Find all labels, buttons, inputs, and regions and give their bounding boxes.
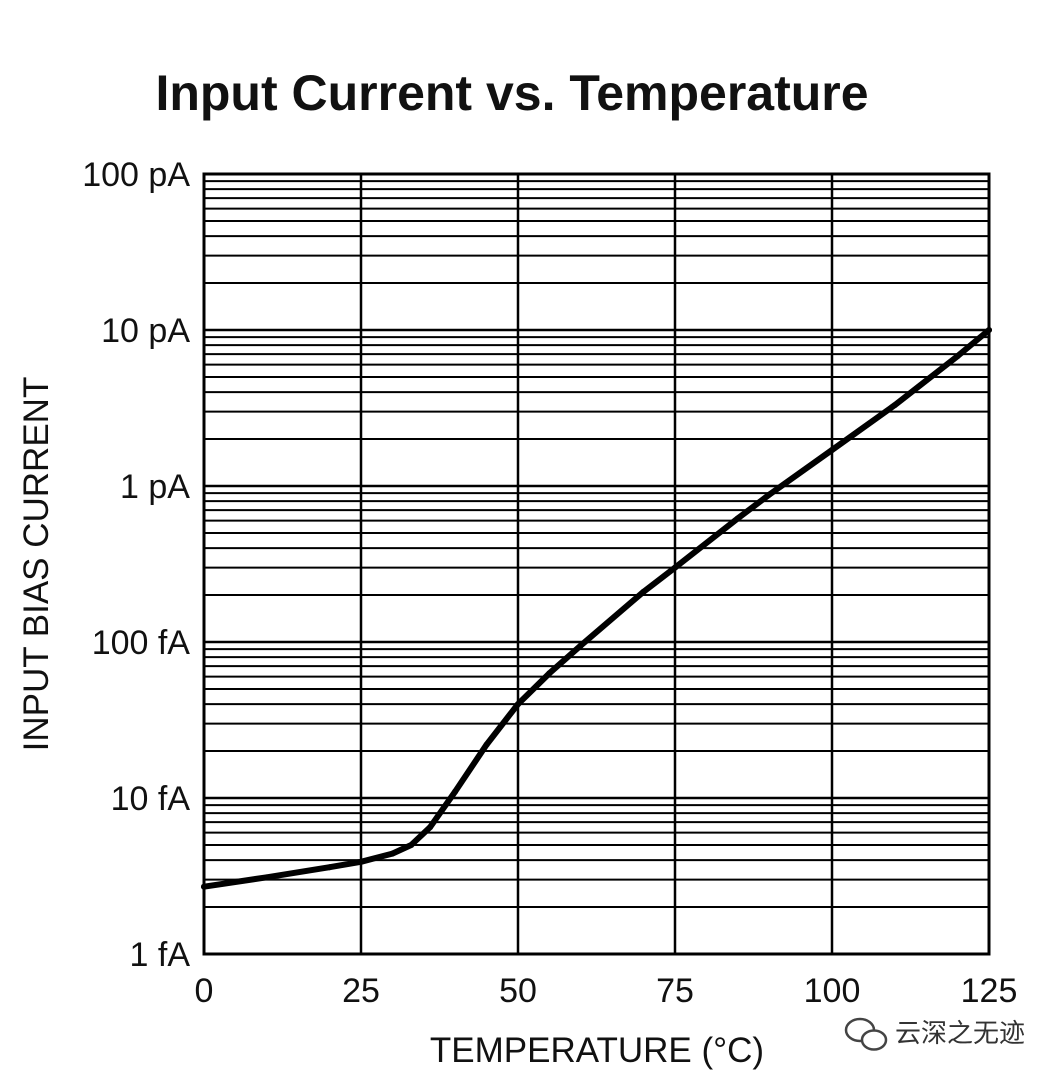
series-point xyxy=(263,874,270,881)
series-point xyxy=(766,491,773,498)
series-point xyxy=(954,353,961,360)
y-axis-label: INPUT BIAS CURRENT xyxy=(17,377,56,752)
series-point xyxy=(201,883,207,890)
y-tick-label: 10 pA xyxy=(101,312,190,350)
plot-frame xyxy=(202,172,991,956)
series-point xyxy=(986,327,992,333)
x-tick-label: 0 xyxy=(195,972,214,1010)
series-point xyxy=(891,402,898,409)
series-layer xyxy=(201,327,992,890)
x-tick-label: 100 xyxy=(804,972,861,1010)
series-point xyxy=(734,515,741,522)
series-point xyxy=(452,788,459,795)
x-axis-label: TEMPERATURE (°C) xyxy=(430,1031,764,1070)
y-tick-label: 1 fA xyxy=(130,936,191,974)
x-tick-label: 75 xyxy=(656,972,694,1010)
y-tick-label: 1 pA xyxy=(120,468,190,506)
watermark: 云深之无迹 xyxy=(844,1017,1025,1051)
x-tick-label: 25 xyxy=(342,972,380,1010)
y-tick-labels: 1 fA 10 fA 100 fA 1 pA 10 pA 100 pA xyxy=(82,156,190,974)
y-tick-label: 100 pA xyxy=(82,156,190,194)
series-point xyxy=(546,670,553,677)
x-tick-label: 125 xyxy=(961,972,1018,1010)
wechat-icon xyxy=(844,1017,888,1051)
series-point xyxy=(358,858,364,865)
y-tick-label: 10 fA xyxy=(111,780,191,818)
series-point xyxy=(326,864,333,871)
x-tick-labels: 0 25 50 75 100 125 xyxy=(195,972,1018,1010)
series-point xyxy=(515,701,521,708)
watermark-text: 云深之无迹 xyxy=(895,1019,1025,1049)
series-point xyxy=(483,741,490,748)
series-point xyxy=(672,564,678,571)
y-tick-label: 100 fA xyxy=(92,624,191,662)
grid xyxy=(202,174,991,956)
x-tick-label: 50 xyxy=(499,972,537,1010)
series-point xyxy=(427,824,434,831)
series-point xyxy=(640,588,647,595)
series-point xyxy=(408,841,415,848)
series-point xyxy=(389,850,396,857)
series-point xyxy=(829,447,835,454)
chart-title: Input Current vs. Temperature xyxy=(155,65,868,121)
series-line xyxy=(201,327,992,890)
series-point xyxy=(577,642,584,649)
